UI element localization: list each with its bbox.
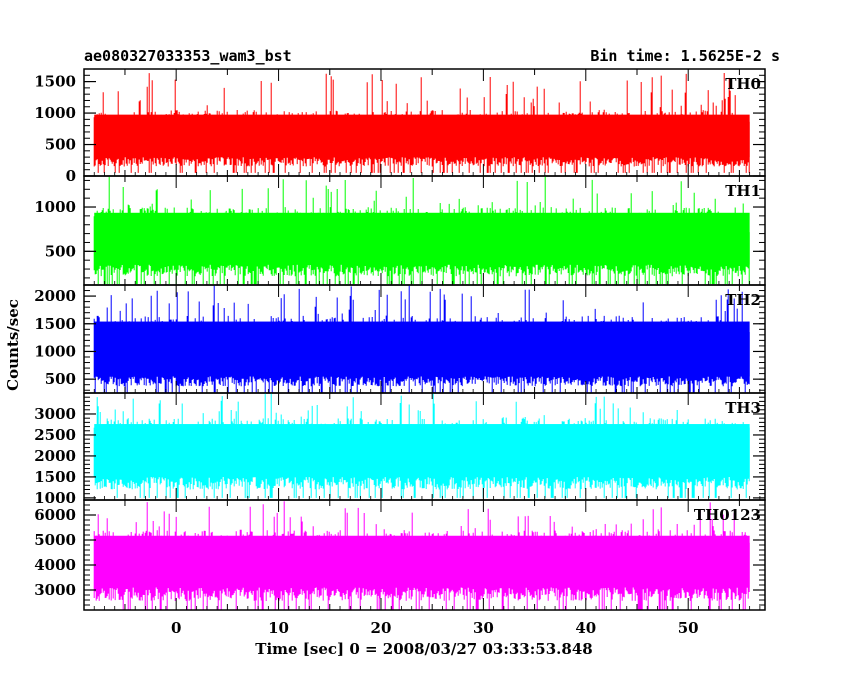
panel-th3: 1000 1500 2000 2500 3000 TH3 xyxy=(34,392,766,507)
x-axis: 0 10 20 30 40 50 xyxy=(171,619,699,637)
x-tick-label: 0 xyxy=(171,619,181,637)
panel-label-th0: TH0 xyxy=(725,75,761,93)
y-tick-label: 1500 xyxy=(34,73,76,91)
y-tick-label: 500 xyxy=(45,242,76,260)
panel-label-th3: TH3 xyxy=(725,399,761,417)
panel-label-th1: TH1 xyxy=(725,182,761,200)
y-axis-title: Counts/sec xyxy=(4,299,22,391)
x-tick-label: 50 xyxy=(678,619,699,637)
y-tick-label: 2000 xyxy=(34,447,76,465)
series-line-th0 xyxy=(93,73,750,173)
panel-th2: 500 1000 1500 2000 TH2 xyxy=(34,284,766,394)
series-line-th3 xyxy=(93,393,750,498)
y-tick-label: 1500 xyxy=(34,468,76,486)
y-tick-label: 6000 xyxy=(34,506,76,524)
y-tick-label: 1000 xyxy=(34,104,76,122)
y-tick-label: 2500 xyxy=(34,426,76,444)
y-tick-label: 3000 xyxy=(34,405,76,423)
y-tick-label: 1500 xyxy=(34,315,76,333)
panel-th1: 500 1000 TH1 xyxy=(34,175,766,286)
y-tick-label: 1000 xyxy=(34,342,76,360)
panel-th0: 0 500 1000 1500 TH0 xyxy=(34,68,766,185)
x-tick-label: 10 xyxy=(268,619,289,637)
plot-title: ae080327033353_wam3_bst xyxy=(84,47,292,65)
y-tick-label: 3000 xyxy=(34,581,76,599)
x-tick-label: 20 xyxy=(371,619,392,637)
x-axis-title: Time [sec] 0 = 2008/03/27 03:33:53.848 xyxy=(255,640,592,658)
panels-group: 0 500 1000 1500 TH0 500 1000 TH1 500 1000 1500 2000… xyxy=(34,68,766,611)
x-tick-label: 40 xyxy=(575,619,596,637)
y-tick-label: 1000 xyxy=(34,198,76,216)
panel-label-th2: TH2 xyxy=(725,291,761,309)
y-tick-label: 500 xyxy=(45,370,76,388)
bin-time-label: Bin time: 1.5625E-2 s xyxy=(590,47,780,65)
y-tick-label: 4000 xyxy=(34,556,76,574)
series-line-th0123 xyxy=(93,501,750,610)
panel-th0123: 3000 4000 5000 6000 TH0123 xyxy=(34,499,766,611)
y-tick-label: 5000 xyxy=(34,531,76,549)
y-tick-label: 0 xyxy=(66,167,76,185)
y-tick-label: 1000 xyxy=(34,489,76,507)
series-line-th1 xyxy=(93,176,750,285)
x-tick-label: 30 xyxy=(473,619,494,637)
series-line-th2 xyxy=(93,285,750,393)
y-tick-label: 2000 xyxy=(34,287,76,305)
y-tick-label: 500 xyxy=(45,136,76,154)
panel-label-th0123: TH0123 xyxy=(694,506,761,524)
